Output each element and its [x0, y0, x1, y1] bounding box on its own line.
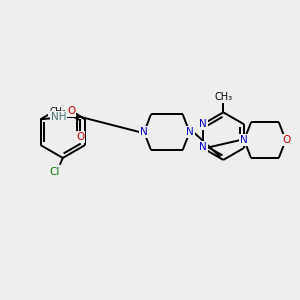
Text: O: O: [76, 132, 84, 142]
Text: CH₃: CH₃: [214, 92, 232, 103]
Text: Cl: Cl: [50, 167, 60, 177]
Text: O: O: [283, 135, 291, 145]
Text: O: O: [67, 106, 75, 116]
Text: N: N: [199, 142, 207, 152]
Text: NH: NH: [51, 112, 66, 122]
Text: N: N: [199, 119, 207, 129]
Text: N: N: [140, 127, 148, 137]
Text: CH₃: CH₃: [49, 107, 66, 116]
Text: N: N: [186, 127, 194, 137]
Text: N: N: [240, 135, 248, 145]
